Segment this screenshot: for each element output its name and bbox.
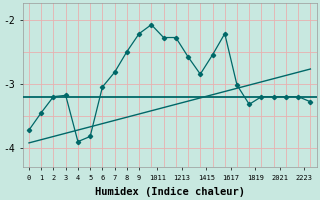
X-axis label: Humidex (Indice chaleur): Humidex (Indice chaleur) [95, 186, 245, 197]
